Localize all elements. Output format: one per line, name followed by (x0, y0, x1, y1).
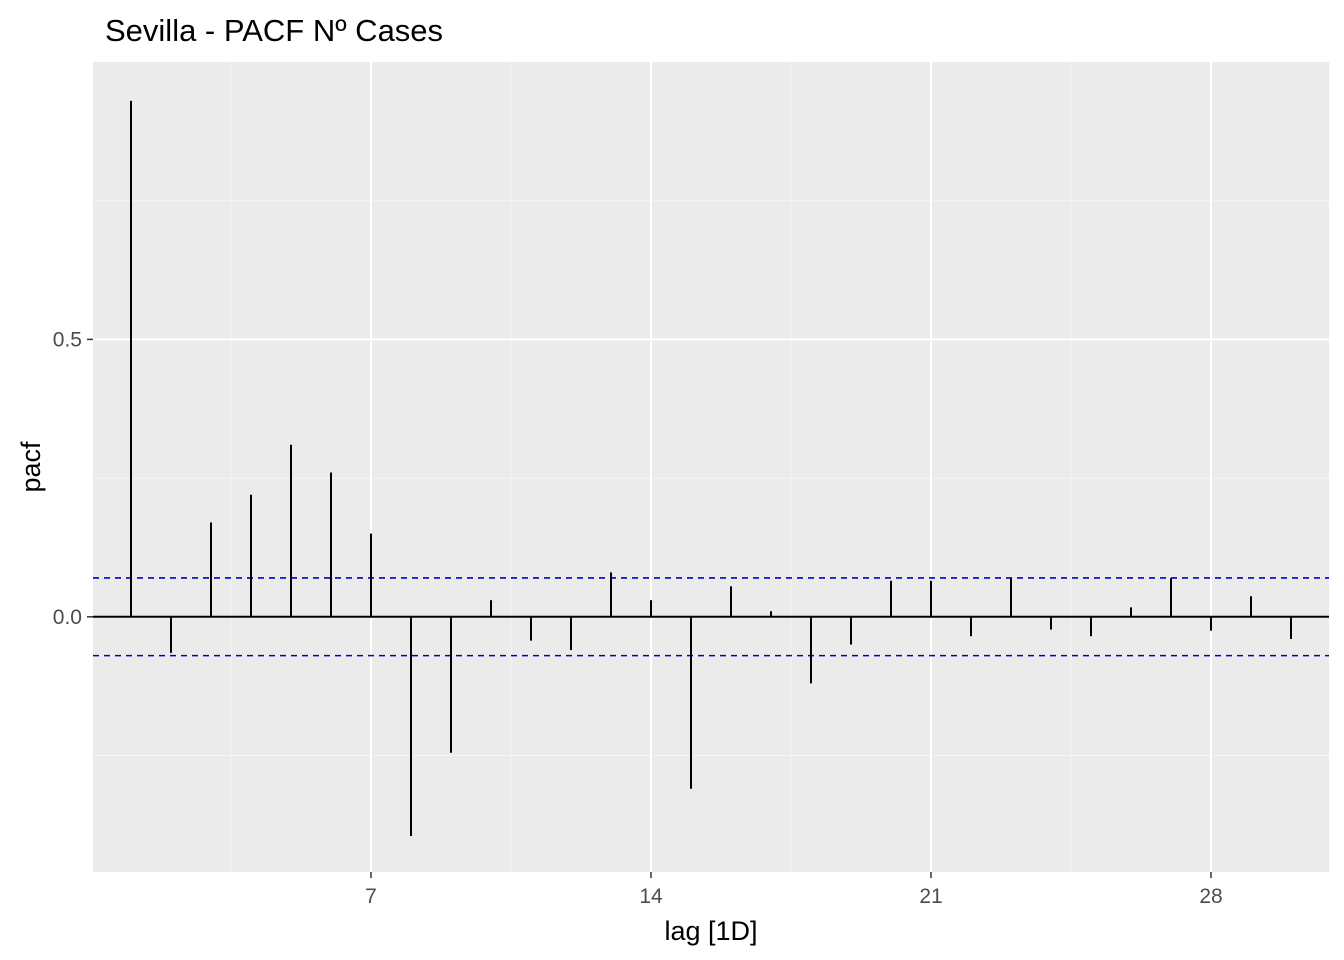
y-axis-ticks: 0.0 0.5 (53, 328, 93, 629)
x-tick-label: 7 (365, 885, 377, 908)
minor-gridlines (93, 62, 1329, 872)
x-tick-label: 21 (919, 885, 942, 908)
pacf-bars (130, 100, 1292, 836)
chart-title: Sevilla - PACF Nº Cases (105, 13, 443, 48)
y-tick-label: 0.5 (53, 328, 82, 351)
confidence-bounds (93, 577, 1329, 657)
x-axis-title: lag [1D] (664, 916, 757, 946)
panel-background (93, 62, 1329, 872)
x-tick-label: 28 (1199, 885, 1222, 908)
x-tick-label: 14 (639, 885, 663, 908)
y-axis-title: pacf (16, 441, 46, 493)
x-axis-ticks: 7 14 21 28 (365, 872, 1223, 908)
y-tick-label: 0.0 (53, 606, 82, 629)
